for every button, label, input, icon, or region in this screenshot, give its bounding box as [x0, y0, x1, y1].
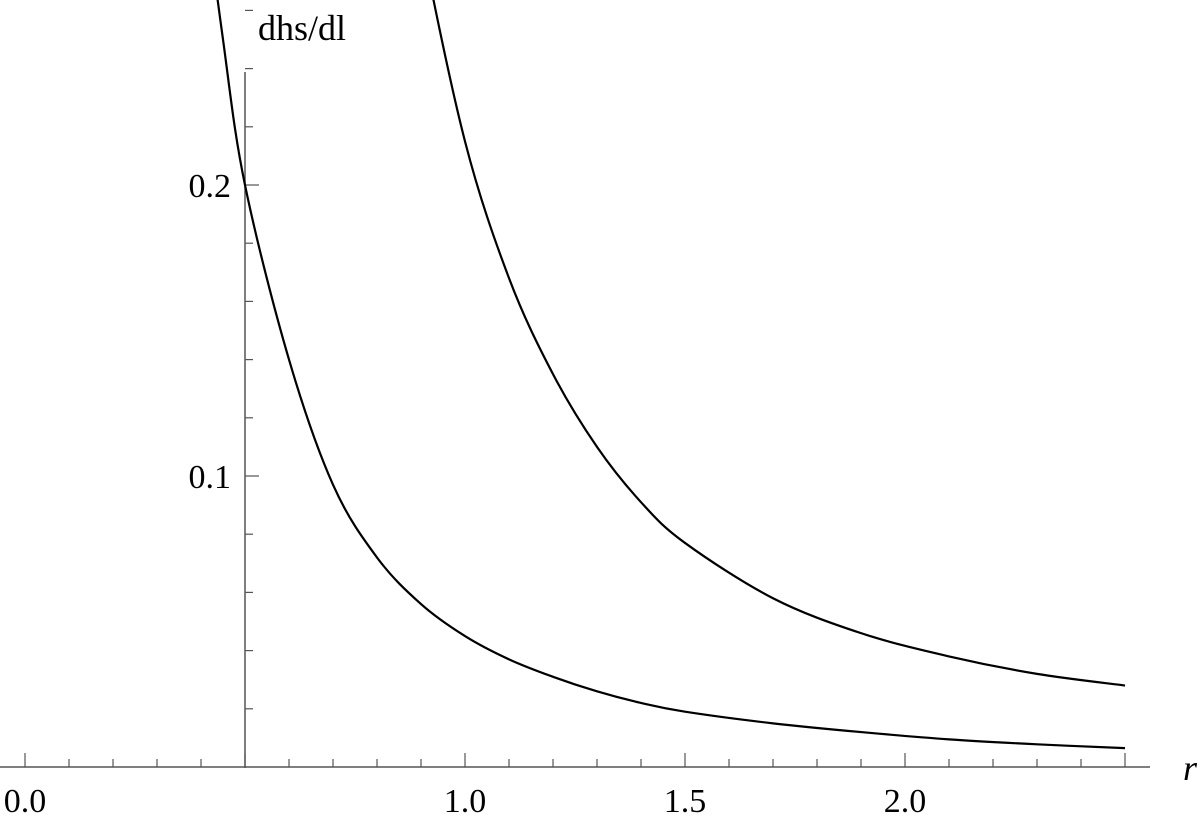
series-line-2 — [432, 0, 1126, 687]
axes — [0, 9, 1150, 768]
y-tick-label: 0.2 — [189, 168, 232, 205]
x-tick-label: 1.5 — [664, 783, 707, 820]
y-tick-label: 0.1 — [189, 459, 232, 496]
series-layer — [216, 0, 1126, 750]
series-line-1 — [216, 0, 1126, 750]
y-axis-title: dhs/dl — [258, 8, 346, 48]
x-axis-title: r — [1183, 748, 1198, 788]
labels: 0.01.01.52.00.10.20.30.40.50.60.7dhs/dlr — [4, 8, 1198, 820]
x-tick-label: 2.0 — [884, 783, 927, 820]
x-tick-label: 0.0 — [4, 783, 47, 820]
x-tick-label: 1.0 — [444, 783, 487, 820]
